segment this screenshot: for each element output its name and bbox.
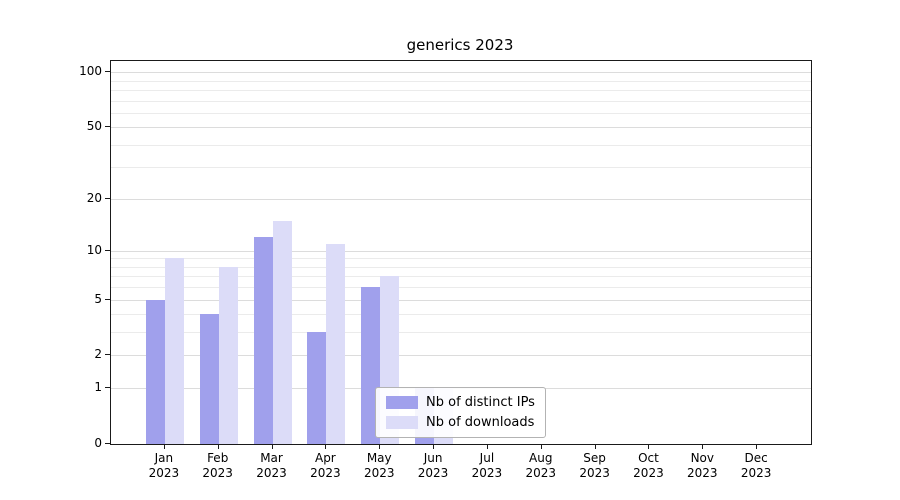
x-tick-mark xyxy=(217,444,219,449)
x-tick-mark xyxy=(648,444,650,449)
plot-area: Nb of distinct IPs Nb of downloads xyxy=(110,60,812,445)
bar-downloads xyxy=(164,258,184,444)
x-tick-mark xyxy=(540,444,542,449)
legend-item-downloads: Nb of downloads xyxy=(386,415,535,430)
y-tick-mark xyxy=(105,249,110,251)
gridline-minor xyxy=(111,80,811,82)
x-tick-mark xyxy=(756,444,758,449)
legend-swatch-downloads-icon xyxy=(386,416,418,429)
bar-distinct-ips xyxy=(253,237,273,444)
x-tick-label: Sep 2023 xyxy=(579,451,610,480)
gridline-major xyxy=(111,250,811,252)
gridline-minor xyxy=(111,314,811,316)
gridline-major xyxy=(111,72,811,74)
y-tick-label: 1 xyxy=(94,380,102,395)
gridline-minor xyxy=(111,144,811,146)
y-tick-label: 100 xyxy=(79,64,102,79)
x-tick-label: Apr 2023 xyxy=(310,451,341,480)
legend-item-distinct-ips: Nb of distinct IPs xyxy=(386,395,535,410)
bar-downloads xyxy=(272,220,292,444)
chart-title: generics 2023 xyxy=(406,36,514,54)
x-tick-label: Mar 2023 xyxy=(256,451,287,480)
y-tick-label: 20 xyxy=(86,190,102,205)
y-tick-label: 5 xyxy=(94,291,102,306)
gridline-major xyxy=(111,355,811,357)
y-tick-mark xyxy=(105,197,110,199)
legend-label-downloads: Nb of downloads xyxy=(426,415,535,430)
x-tick-mark xyxy=(325,444,327,449)
gridline-major xyxy=(111,127,811,129)
bar-downloads xyxy=(218,266,238,444)
gridline-minor xyxy=(111,100,811,102)
x-tick-mark xyxy=(702,444,704,449)
y-tick-mark xyxy=(105,126,110,128)
y-tick-label: 50 xyxy=(86,119,102,134)
legend: Nb of distinct IPs Nb of downloads xyxy=(375,387,546,438)
x-tick-mark xyxy=(594,444,596,449)
gridline-minor xyxy=(111,258,811,260)
x-tick-mark xyxy=(486,444,488,449)
x-tick-label: May 2023 xyxy=(363,451,395,480)
legend-swatch-distinct-ips-icon xyxy=(386,396,418,409)
bar-distinct-ips xyxy=(145,299,165,444)
gridline-minor xyxy=(111,332,811,334)
gridline-minor xyxy=(111,112,811,114)
gridline-major xyxy=(111,299,811,301)
x-tick-mark xyxy=(163,444,165,449)
y-tick-mark xyxy=(105,443,110,444)
x-tick-label: Jun 2023 xyxy=(417,451,449,480)
gridline-minor xyxy=(111,287,811,289)
legend-label-distinct-ips: Nb of distinct IPs xyxy=(426,395,535,410)
gridline-minor xyxy=(111,266,811,268)
bar-downloads xyxy=(326,243,346,444)
x-tick-mark xyxy=(271,444,273,449)
y-tick-mark xyxy=(105,354,110,356)
x-tick-label: Feb 2023 xyxy=(202,451,233,480)
gridline-minor xyxy=(111,276,811,278)
x-tick-label: Dec 2023 xyxy=(740,451,772,480)
x-tick-label: Jul 2023 xyxy=(471,451,503,480)
gridline-major xyxy=(111,198,811,200)
x-tick-label: Nov 2023 xyxy=(687,451,718,480)
x-tick-label: Jan 2023 xyxy=(148,451,180,480)
gridline-minor xyxy=(111,167,811,169)
x-tick-mark xyxy=(379,444,381,449)
y-tick-mark xyxy=(105,387,110,389)
y-tick-label: 2 xyxy=(94,347,102,362)
x-tick-mark xyxy=(433,444,435,449)
bar-distinct-ips xyxy=(199,314,219,444)
y-tick-mark xyxy=(105,71,110,73)
y-tick-label: 0 xyxy=(94,436,102,450)
bar-distinct-ips xyxy=(307,332,327,444)
y-tick-label: 10 xyxy=(86,242,102,257)
y-tick-mark xyxy=(105,298,110,300)
x-tick-label: Oct 2023 xyxy=(633,451,664,480)
gridline-minor xyxy=(111,89,811,91)
x-tick-label: Aug 2023 xyxy=(525,451,557,480)
